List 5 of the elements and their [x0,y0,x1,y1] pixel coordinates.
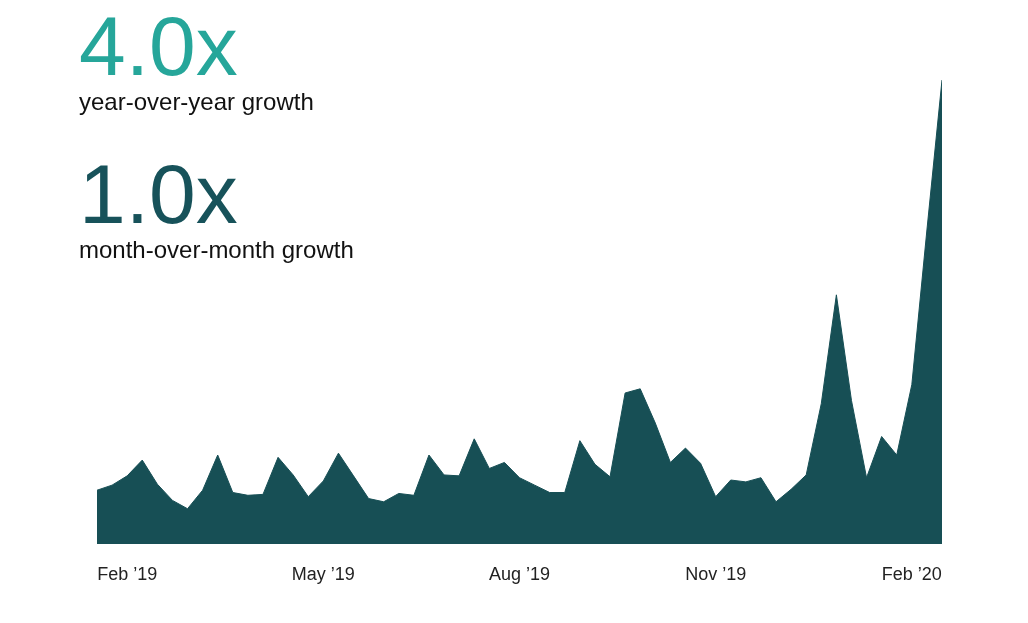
x-tick-label: May ’19 [291,563,355,584]
x-tick-label: Aug ’19 [488,563,551,584]
x-tick-label: Nov ’19 [685,563,747,584]
x-tick-label: Feb ’20 [881,563,942,584]
x-tick-label: Feb ’19 [97,563,158,584]
